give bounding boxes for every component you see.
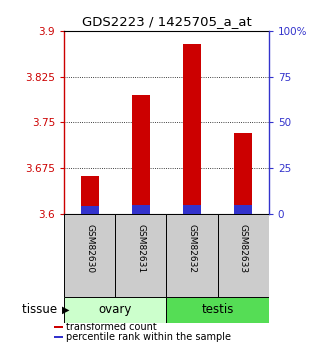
Text: percentile rank within the sample: percentile rank within the sample bbox=[66, 332, 231, 342]
Bar bbox=[234, 205, 252, 214]
Bar bbox=[166, 297, 269, 323]
Bar bbox=[183, 205, 201, 214]
Text: GSM82630: GSM82630 bbox=[85, 224, 94, 273]
Bar bbox=[64, 214, 115, 297]
Bar bbox=[132, 205, 150, 214]
Text: ▶: ▶ bbox=[62, 305, 70, 315]
Bar bbox=[54, 336, 63, 338]
Bar bbox=[81, 206, 99, 214]
Text: tissue: tissue bbox=[22, 303, 61, 316]
Bar bbox=[81, 176, 99, 214]
Text: ovary: ovary bbox=[99, 303, 132, 316]
Text: GSM82632: GSM82632 bbox=[188, 224, 196, 273]
Bar bbox=[166, 214, 218, 297]
Bar bbox=[183, 45, 201, 214]
Text: GSM82631: GSM82631 bbox=[136, 224, 145, 273]
Bar bbox=[234, 133, 252, 214]
Bar bbox=[64, 297, 166, 323]
Bar bbox=[218, 214, 269, 297]
Text: GSM82633: GSM82633 bbox=[239, 224, 248, 273]
Title: GDS2223 / 1425705_a_at: GDS2223 / 1425705_a_at bbox=[82, 16, 251, 29]
Bar bbox=[115, 214, 166, 297]
Text: transformed count: transformed count bbox=[66, 322, 156, 332]
Bar bbox=[132, 95, 150, 214]
Bar bbox=[54, 326, 63, 328]
Text: testis: testis bbox=[201, 303, 234, 316]
